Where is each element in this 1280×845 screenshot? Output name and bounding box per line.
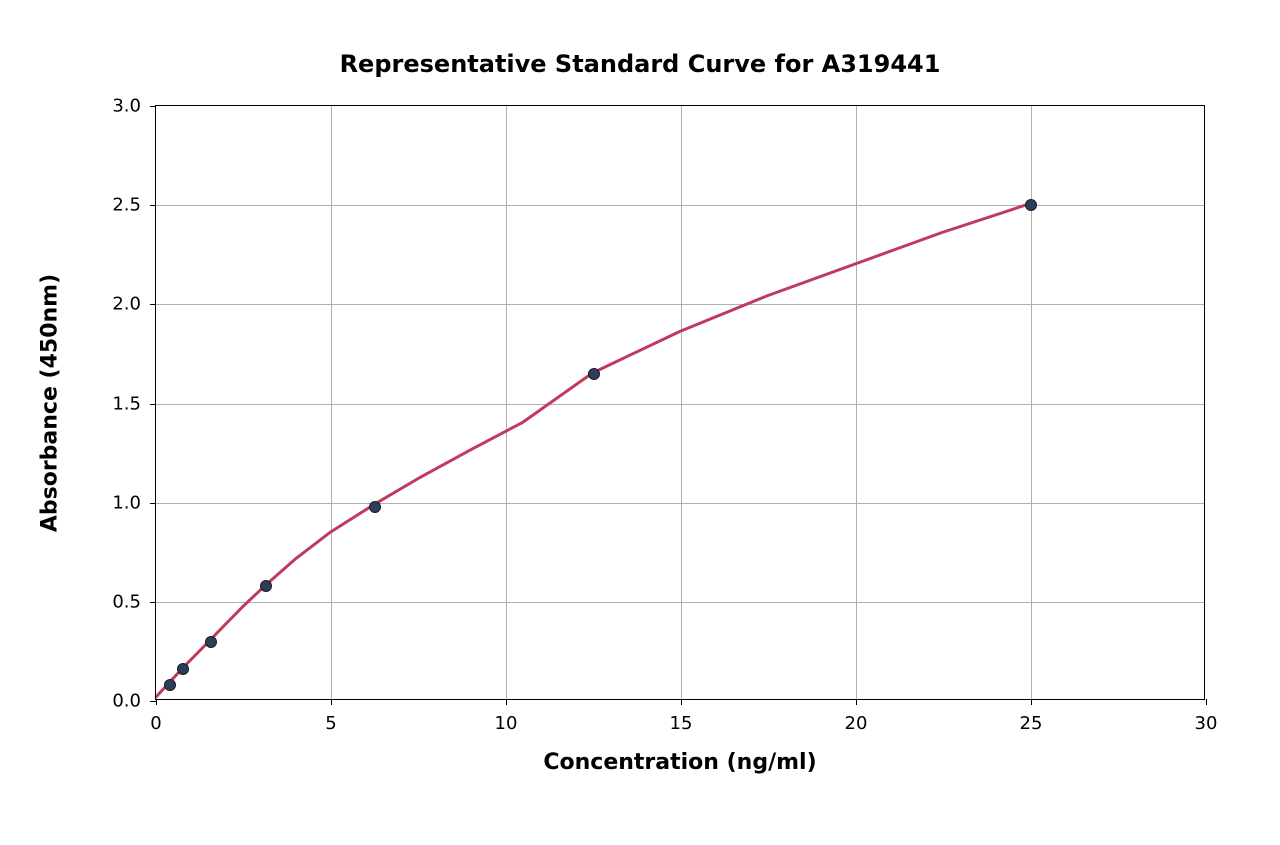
y-tick xyxy=(150,602,156,603)
y-tick-label: 0.5 xyxy=(112,591,141,612)
y-tick-label: 2.0 xyxy=(112,294,141,315)
grid-line-horizontal xyxy=(156,503,1204,504)
grid-line-vertical xyxy=(331,106,332,699)
x-tick-label: 0 xyxy=(150,713,161,734)
data-point xyxy=(260,580,272,592)
grid-line-horizontal xyxy=(156,404,1204,405)
x-tick xyxy=(1206,699,1207,705)
grid-line-horizontal xyxy=(156,304,1204,305)
x-tick-label: 25 xyxy=(1020,713,1043,734)
x-tick xyxy=(1031,699,1032,705)
y-tick-label: 0.0 xyxy=(112,691,141,712)
y-tick-label: 1.0 xyxy=(112,492,141,513)
x-tick-label: 10 xyxy=(495,713,518,734)
y-axis-label: Absorbance (450nm) xyxy=(38,273,63,531)
x-tick-label: 5 xyxy=(325,713,336,734)
x-tick xyxy=(156,699,157,705)
data-point xyxy=(177,663,189,675)
y-tick xyxy=(150,304,156,305)
y-tick-label: 1.5 xyxy=(112,393,141,414)
y-tick-label: 2.5 xyxy=(112,195,141,216)
x-tick-label: 20 xyxy=(845,713,868,734)
chart-container: Representative Standard Curve for A31944… xyxy=(0,0,1280,845)
y-tick-label: 3.0 xyxy=(112,96,141,117)
y-tick xyxy=(150,503,156,504)
grid-line-horizontal xyxy=(156,205,1204,206)
chart-title: Representative Standard Curve for A31944… xyxy=(340,50,941,78)
x-tick-label: 30 xyxy=(1195,713,1218,734)
x-tick xyxy=(856,699,857,705)
grid-line-horizontal xyxy=(156,602,1204,603)
y-tick xyxy=(150,404,156,405)
x-tick xyxy=(506,699,507,705)
data-point xyxy=(164,679,176,691)
data-point xyxy=(1025,199,1037,211)
x-axis-label: Concentration (ng/ml) xyxy=(543,750,816,775)
data-point xyxy=(205,636,217,648)
grid-line-vertical xyxy=(506,106,507,699)
grid-line-vertical xyxy=(1031,106,1032,699)
grid-line-vertical xyxy=(681,106,682,699)
data-point xyxy=(588,368,600,380)
x-tick xyxy=(331,699,332,705)
data-point xyxy=(369,501,381,513)
y-tick xyxy=(150,205,156,206)
y-tick xyxy=(150,106,156,107)
plot-area: 0510152025300.00.51.01.52.02.53.0 xyxy=(155,105,1205,700)
x-tick xyxy=(681,699,682,705)
grid-line-vertical xyxy=(856,106,857,699)
y-tick xyxy=(150,701,156,702)
curve-line xyxy=(156,106,1204,699)
x-tick-label: 15 xyxy=(670,713,693,734)
